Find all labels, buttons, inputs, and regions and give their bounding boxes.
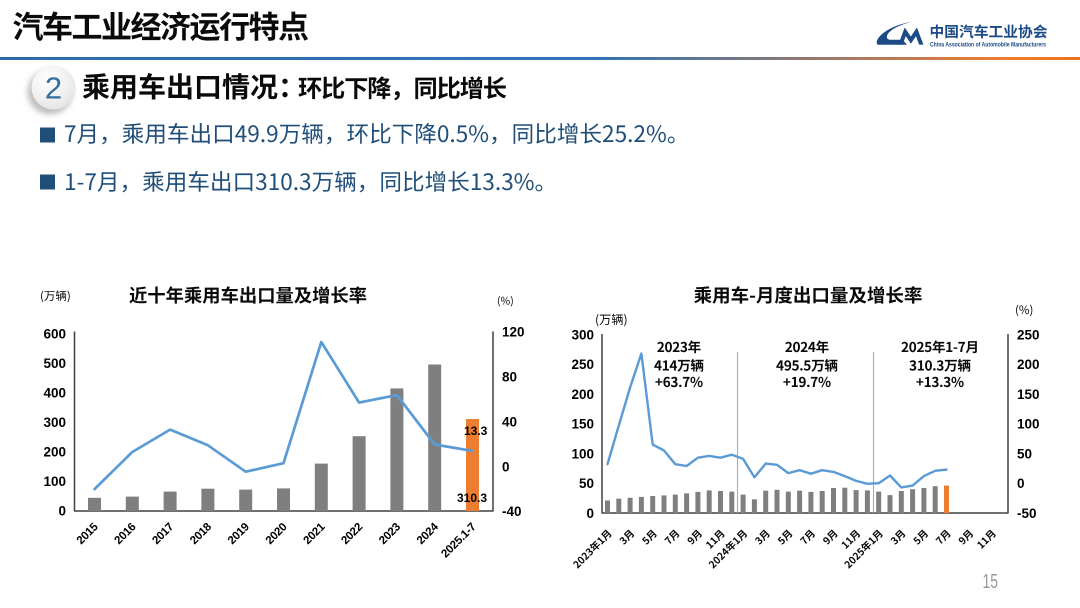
svg-text:80: 80 [502, 370, 517, 385]
svg-text:150: 150 [571, 417, 594, 432]
svg-text:0: 0 [58, 503, 66, 518]
svg-text:500: 500 [43, 356, 66, 371]
svg-text:2: 2 [45, 71, 62, 106]
svg-text:-50: -50 [1017, 506, 1037, 521]
svg-text:13.3: 13.3 [464, 424, 488, 438]
svg-text:0: 0 [586, 506, 594, 521]
svg-text:250: 250 [571, 357, 594, 372]
svg-text:200: 200 [571, 387, 594, 402]
svg-text:300: 300 [571, 327, 594, 342]
svg-text:200: 200 [1017, 357, 1040, 372]
svg-text:100: 100 [43, 474, 66, 489]
svg-text:400: 400 [43, 385, 66, 400]
svg-text:100: 100 [571, 446, 594, 461]
svg-text:0: 0 [502, 459, 510, 474]
svg-text:0: 0 [1017, 476, 1025, 491]
svg-text:310.3: 310.3 [457, 491, 487, 505]
svg-text:40: 40 [502, 414, 517, 429]
svg-text:150: 150 [1017, 387, 1040, 402]
svg-text:250: 250 [1017, 327, 1040, 342]
svg-text:50: 50 [1017, 446, 1032, 461]
svg-text:15: 15 [983, 570, 999, 593]
svg-text:50: 50 [579, 476, 594, 491]
svg-text:600: 600 [43, 326, 66, 341]
svg-text:120: 120 [502, 325, 525, 340]
svg-text:100: 100 [1017, 417, 1040, 432]
svg-text:300: 300 [43, 415, 66, 430]
svg-text:200: 200 [43, 444, 66, 459]
svg-text:China Association of Automobil: China Association of Automobile Manufact… [930, 43, 1047, 49]
svg-text:-40: -40 [502, 504, 522, 519]
